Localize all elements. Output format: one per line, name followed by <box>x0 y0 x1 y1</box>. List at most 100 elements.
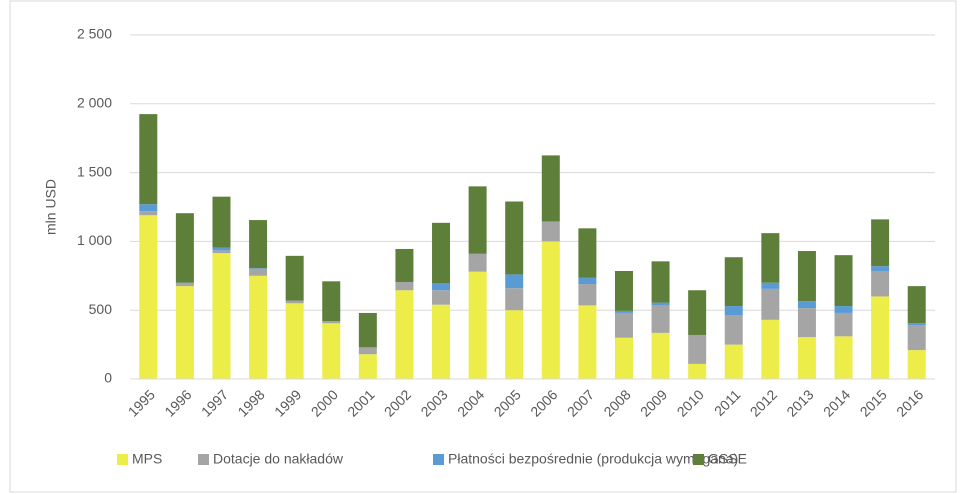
bar-segment <box>139 211 158 216</box>
bar-segment <box>651 332 670 379</box>
bar-segment <box>212 196 231 248</box>
bar-segment <box>797 251 816 302</box>
bar-segment <box>871 270 890 297</box>
legend-swatch <box>117 454 128 465</box>
bar-segment <box>175 282 194 284</box>
bar-segment <box>688 290 707 335</box>
bar-segment <box>212 250 231 254</box>
bar-segment <box>797 301 816 309</box>
bar-segment <box>797 308 816 338</box>
bar-segment <box>578 277 597 285</box>
bar-segment <box>578 305 597 379</box>
bar-segment <box>505 201 524 275</box>
bar-segment <box>761 282 780 289</box>
bar-segment <box>614 310 633 313</box>
bar-segment <box>505 274 524 289</box>
bar-segment <box>358 312 377 348</box>
bar-segment <box>907 323 926 326</box>
bar-segment <box>139 204 158 212</box>
bar-segment <box>834 336 853 379</box>
x-tick-label: 2011 <box>711 386 744 419</box>
bar-segment <box>834 306 853 313</box>
x-tick-label: 2000 <box>308 386 341 419</box>
bar-segment <box>688 363 707 379</box>
x-tick-label: 2009 <box>637 386 670 419</box>
x-tick-label: 2014 <box>820 386 853 419</box>
bar-segment <box>724 315 743 345</box>
bar-segment <box>395 248 414 282</box>
x-tick-label: 1996 <box>161 386 194 419</box>
x-tick-label: 2007 <box>564 386 597 419</box>
bar-segment <box>432 290 451 305</box>
x-tick-label: 2013 <box>783 386 816 419</box>
bar-segment <box>724 257 743 307</box>
bar-segment <box>688 334 707 364</box>
bar-segment <box>651 261 670 303</box>
bar-segment <box>249 220 268 269</box>
x-tick-label: 2012 <box>747 386 780 419</box>
x-tick-label: 2001 <box>344 386 377 419</box>
legend-swatch <box>693 454 704 465</box>
bar-segment <box>139 215 158 379</box>
x-tick-label: 1999 <box>271 386 304 419</box>
bar-segment <box>578 228 597 278</box>
legend-label: GSSE <box>708 451 747 467</box>
bar-segment <box>212 247 231 251</box>
bar-segment <box>505 288 524 311</box>
bar-segment <box>175 286 194 379</box>
bar-segment <box>724 344 743 379</box>
chart-frame <box>9 0 957 493</box>
x-tick-label: 1995 <box>125 386 158 419</box>
bar-segment <box>212 253 231 379</box>
x-tick-label: 2002 <box>381 386 414 419</box>
x-tick-label: 2003 <box>417 386 450 419</box>
x-tick-label: 2005 <box>491 386 524 419</box>
bar-segment <box>322 321 341 324</box>
legend-label: Płatności bezpośrednie (produkcja wymaga… <box>448 451 738 467</box>
bar-segment <box>541 221 560 242</box>
legend-swatch <box>198 454 209 465</box>
bar-segment <box>871 296 890 379</box>
y-tick-label: 0 <box>104 370 112 386</box>
bar-segment <box>651 305 670 333</box>
bar-segment <box>139 114 158 205</box>
bar-segment <box>322 281 341 322</box>
bar-segment <box>358 354 377 379</box>
y-tick-label: 2 500 <box>77 26 112 42</box>
bar-segment <box>285 303 304 379</box>
bar-segment <box>614 337 633 379</box>
bar-segment <box>249 268 268 276</box>
y-tick-label: 500 <box>89 301 113 317</box>
bar-segment <box>395 281 414 291</box>
bar-segment <box>614 312 633 338</box>
bar-segment <box>761 319 780 379</box>
y-tick-label: 1 500 <box>77 163 112 179</box>
y-tick-label: 1 000 <box>77 232 112 248</box>
bar-segment <box>249 268 268 269</box>
y-tick-label: 2 000 <box>77 95 112 111</box>
bar-segment <box>907 325 926 351</box>
bar-segment <box>834 312 853 337</box>
bar-segment <box>761 233 780 283</box>
bar-segment <box>797 337 816 379</box>
bar-segment <box>432 283 451 291</box>
bar-segment <box>651 302 670 306</box>
bar-segment <box>724 306 743 316</box>
bar-segment <box>871 266 890 271</box>
bar-segment <box>541 241 560 379</box>
bar-segment <box>468 186 487 254</box>
bar-segment <box>834 255 853 307</box>
bar-segment <box>432 304 451 379</box>
bar-segment <box>285 255 304 301</box>
bar-segment <box>249 275 268 379</box>
legend-label: MPS <box>132 451 162 467</box>
bar-segment <box>907 286 926 324</box>
bar-segment <box>322 323 341 379</box>
bar-segment <box>432 222 451 284</box>
bar-segment <box>614 270 633 311</box>
bar-segment <box>505 310 524 379</box>
x-tick-label: 2010 <box>674 386 707 419</box>
bar-segment <box>175 283 194 287</box>
bar-segment <box>907 350 926 379</box>
x-tick-label: 2015 <box>857 386 890 419</box>
